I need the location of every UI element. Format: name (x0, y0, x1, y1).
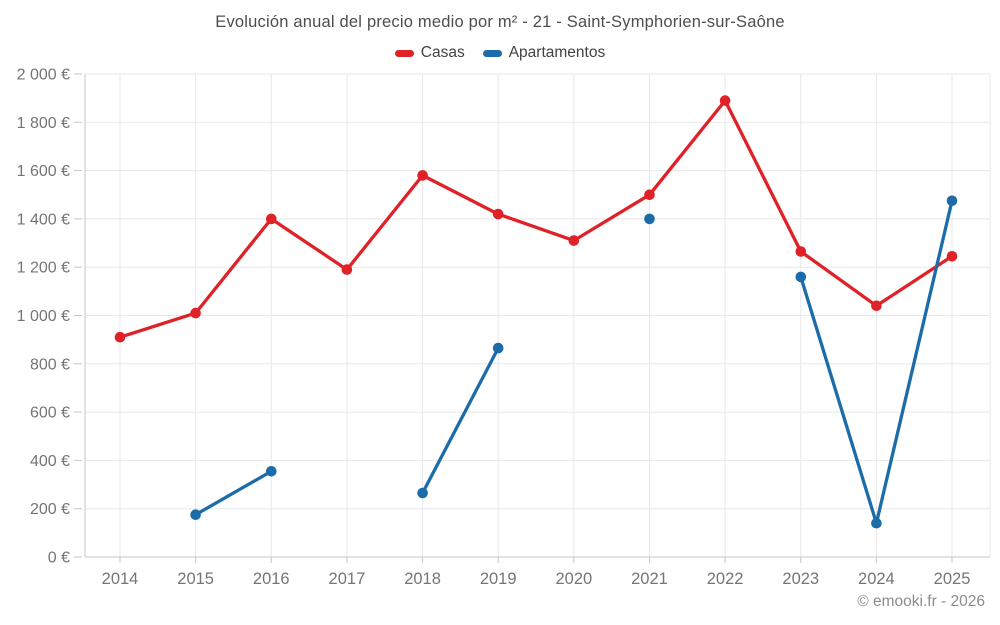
legend-item-casas[interactable]: Casas (394, 44, 465, 62)
data-point-casas-2018 (417, 170, 428, 181)
legend-label-apartamentos: Apartamentos (508, 44, 606, 61)
data-point-casas-2015 (190, 307, 201, 319)
data-point-casas-2021 (644, 189, 655, 201)
x-tick-label-2023: 2023 (782, 570, 819, 588)
y-tick-label: 600 € (30, 405, 70, 422)
data-point-apartamentos-2021 (644, 213, 655, 225)
y-tick-label: 1 600 € (17, 163, 70, 180)
legend-swatch-casas-icon (394, 49, 414, 57)
data-point-casas-2014 (114, 331, 126, 343)
y-tick-label: 1 400 € (17, 211, 70, 228)
y-tick-label: 200 € (30, 501, 70, 518)
x-tick-label-2016: 2016 (253, 570, 290, 588)
y-tick-label: 0 € (48, 550, 70, 567)
x-tick-label-2024: 2024 (858, 570, 895, 588)
data-point-casas-2019 (492, 208, 504, 220)
data-point-casas-2016 (266, 213, 277, 225)
x-tick-label-2018: 2018 (404, 570, 441, 588)
x-tick-label-2025: 2025 (934, 570, 971, 588)
x-tick-label-2019: 2019 (480, 570, 517, 588)
legend-label-casas: Casas (420, 44, 465, 61)
data-point-apartamentos-2025 (946, 195, 958, 207)
data-point-casas-2025 (946, 250, 958, 262)
y-tick-label: 2 000 € (17, 67, 70, 84)
chart-legend: Casas Apartamentos (0, 44, 1000, 62)
x-tick-label-2021: 2021 (631, 570, 668, 588)
series-line-casas (118, 98, 954, 339)
x-tick-label-2017: 2017 (329, 570, 366, 588)
data-point-casas-2020 (568, 235, 580, 246)
data-point-casas-2017 (341, 264, 353, 275)
data-point-apartamentos-2016 (266, 466, 277, 477)
x-tick-label-2014: 2014 (102, 570, 139, 588)
y-tick-label: 400 € (30, 453, 70, 470)
legend-swatch-apartamentos-icon (482, 49, 502, 57)
x-tick-label-2020: 2020 (555, 570, 592, 588)
data-point-casas-2022 (719, 95, 731, 106)
y-tick-label: 800 € (30, 356, 70, 373)
y-tick-label: 1 800 € (17, 115, 70, 132)
data-point-apartamentos-2019 (492, 342, 504, 354)
data-point-apartamentos-2018 (417, 487, 428, 499)
x-tick-label-2015: 2015 (177, 570, 214, 588)
y-tick-label: 1 000 € (17, 308, 70, 325)
y-tick-label: 1 200 € (17, 260, 70, 277)
copyright-text: © emooki.fr - 2026 (857, 593, 985, 610)
x-tick-label-2022: 2022 (707, 570, 744, 588)
data-point-apartamentos-2015 (190, 509, 201, 520)
data-point-apartamentos-2023 (795, 271, 807, 283)
chart-title: Evolución anual del precio medio por m² … (215, 13, 785, 31)
legend-item-apartamentos[interactable]: Apartamentos (482, 44, 606, 62)
data-point-casas-2023 (795, 246, 807, 257)
data-point-casas-2024 (871, 300, 882, 312)
data-point-apartamentos-2024 (871, 517, 882, 529)
